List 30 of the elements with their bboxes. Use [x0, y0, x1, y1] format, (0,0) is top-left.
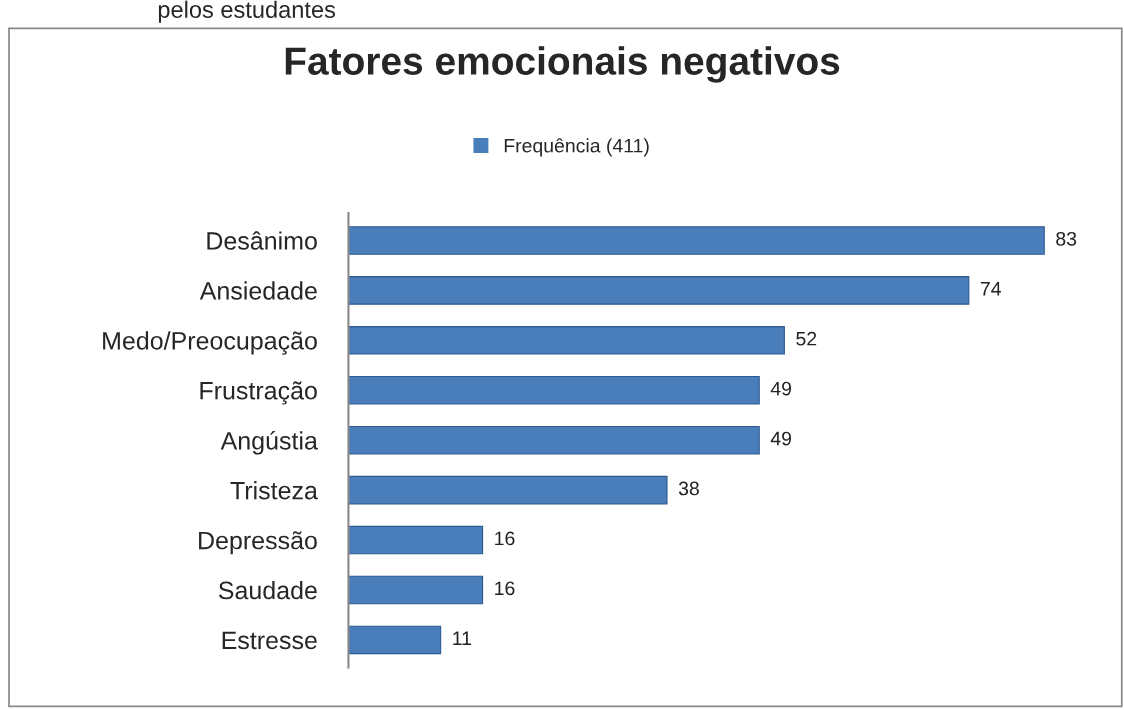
bar: [348, 575, 484, 605]
data-label: 74: [980, 282, 1001, 296]
y-tick-label: Tristeza: [230, 481, 318, 500]
text: pelos estudantes: [158, 0, 336, 23]
bar: [348, 625, 442, 655]
data-label: 49: [770, 381, 792, 396]
chart-title: Fatores emocionais negativos: [285, 46, 840, 83]
y-tick-label: Frustração: [200, 381, 317, 405]
data-label: 52: [796, 331, 817, 346]
y-tick-label: Desânimo: [207, 231, 317, 250]
y-tick-label: Saudade: [218, 580, 317, 600]
data-label: 83: [1056, 231, 1077, 246]
y-tick-label: Estresse: [222, 631, 317, 650]
data-label: 16: [495, 531, 515, 546]
y-tick-label: Ansiedade: [199, 281, 317, 300]
bar: [348, 375, 760, 405]
bar: [348, 425, 760, 455]
bar: [348, 326, 785, 355]
data-label: 38: [678, 481, 699, 496]
legend-label: Frequência (411): [504, 138, 649, 157]
y-tick-label: Medo/Preocupação: [103, 331, 317, 355]
data-label: 11: [453, 631, 472, 645]
data-label: 49: [770, 431, 792, 446]
y-tick-label: Angústia: [220, 430, 318, 455]
bar: [348, 525, 484, 555]
y-tick-label: Depressão: [199, 531, 317, 555]
bar: [348, 226, 1045, 255]
data-label: 16: [495, 581, 515, 596]
bar: [348, 475, 668, 505]
bar: [348, 276, 970, 305]
